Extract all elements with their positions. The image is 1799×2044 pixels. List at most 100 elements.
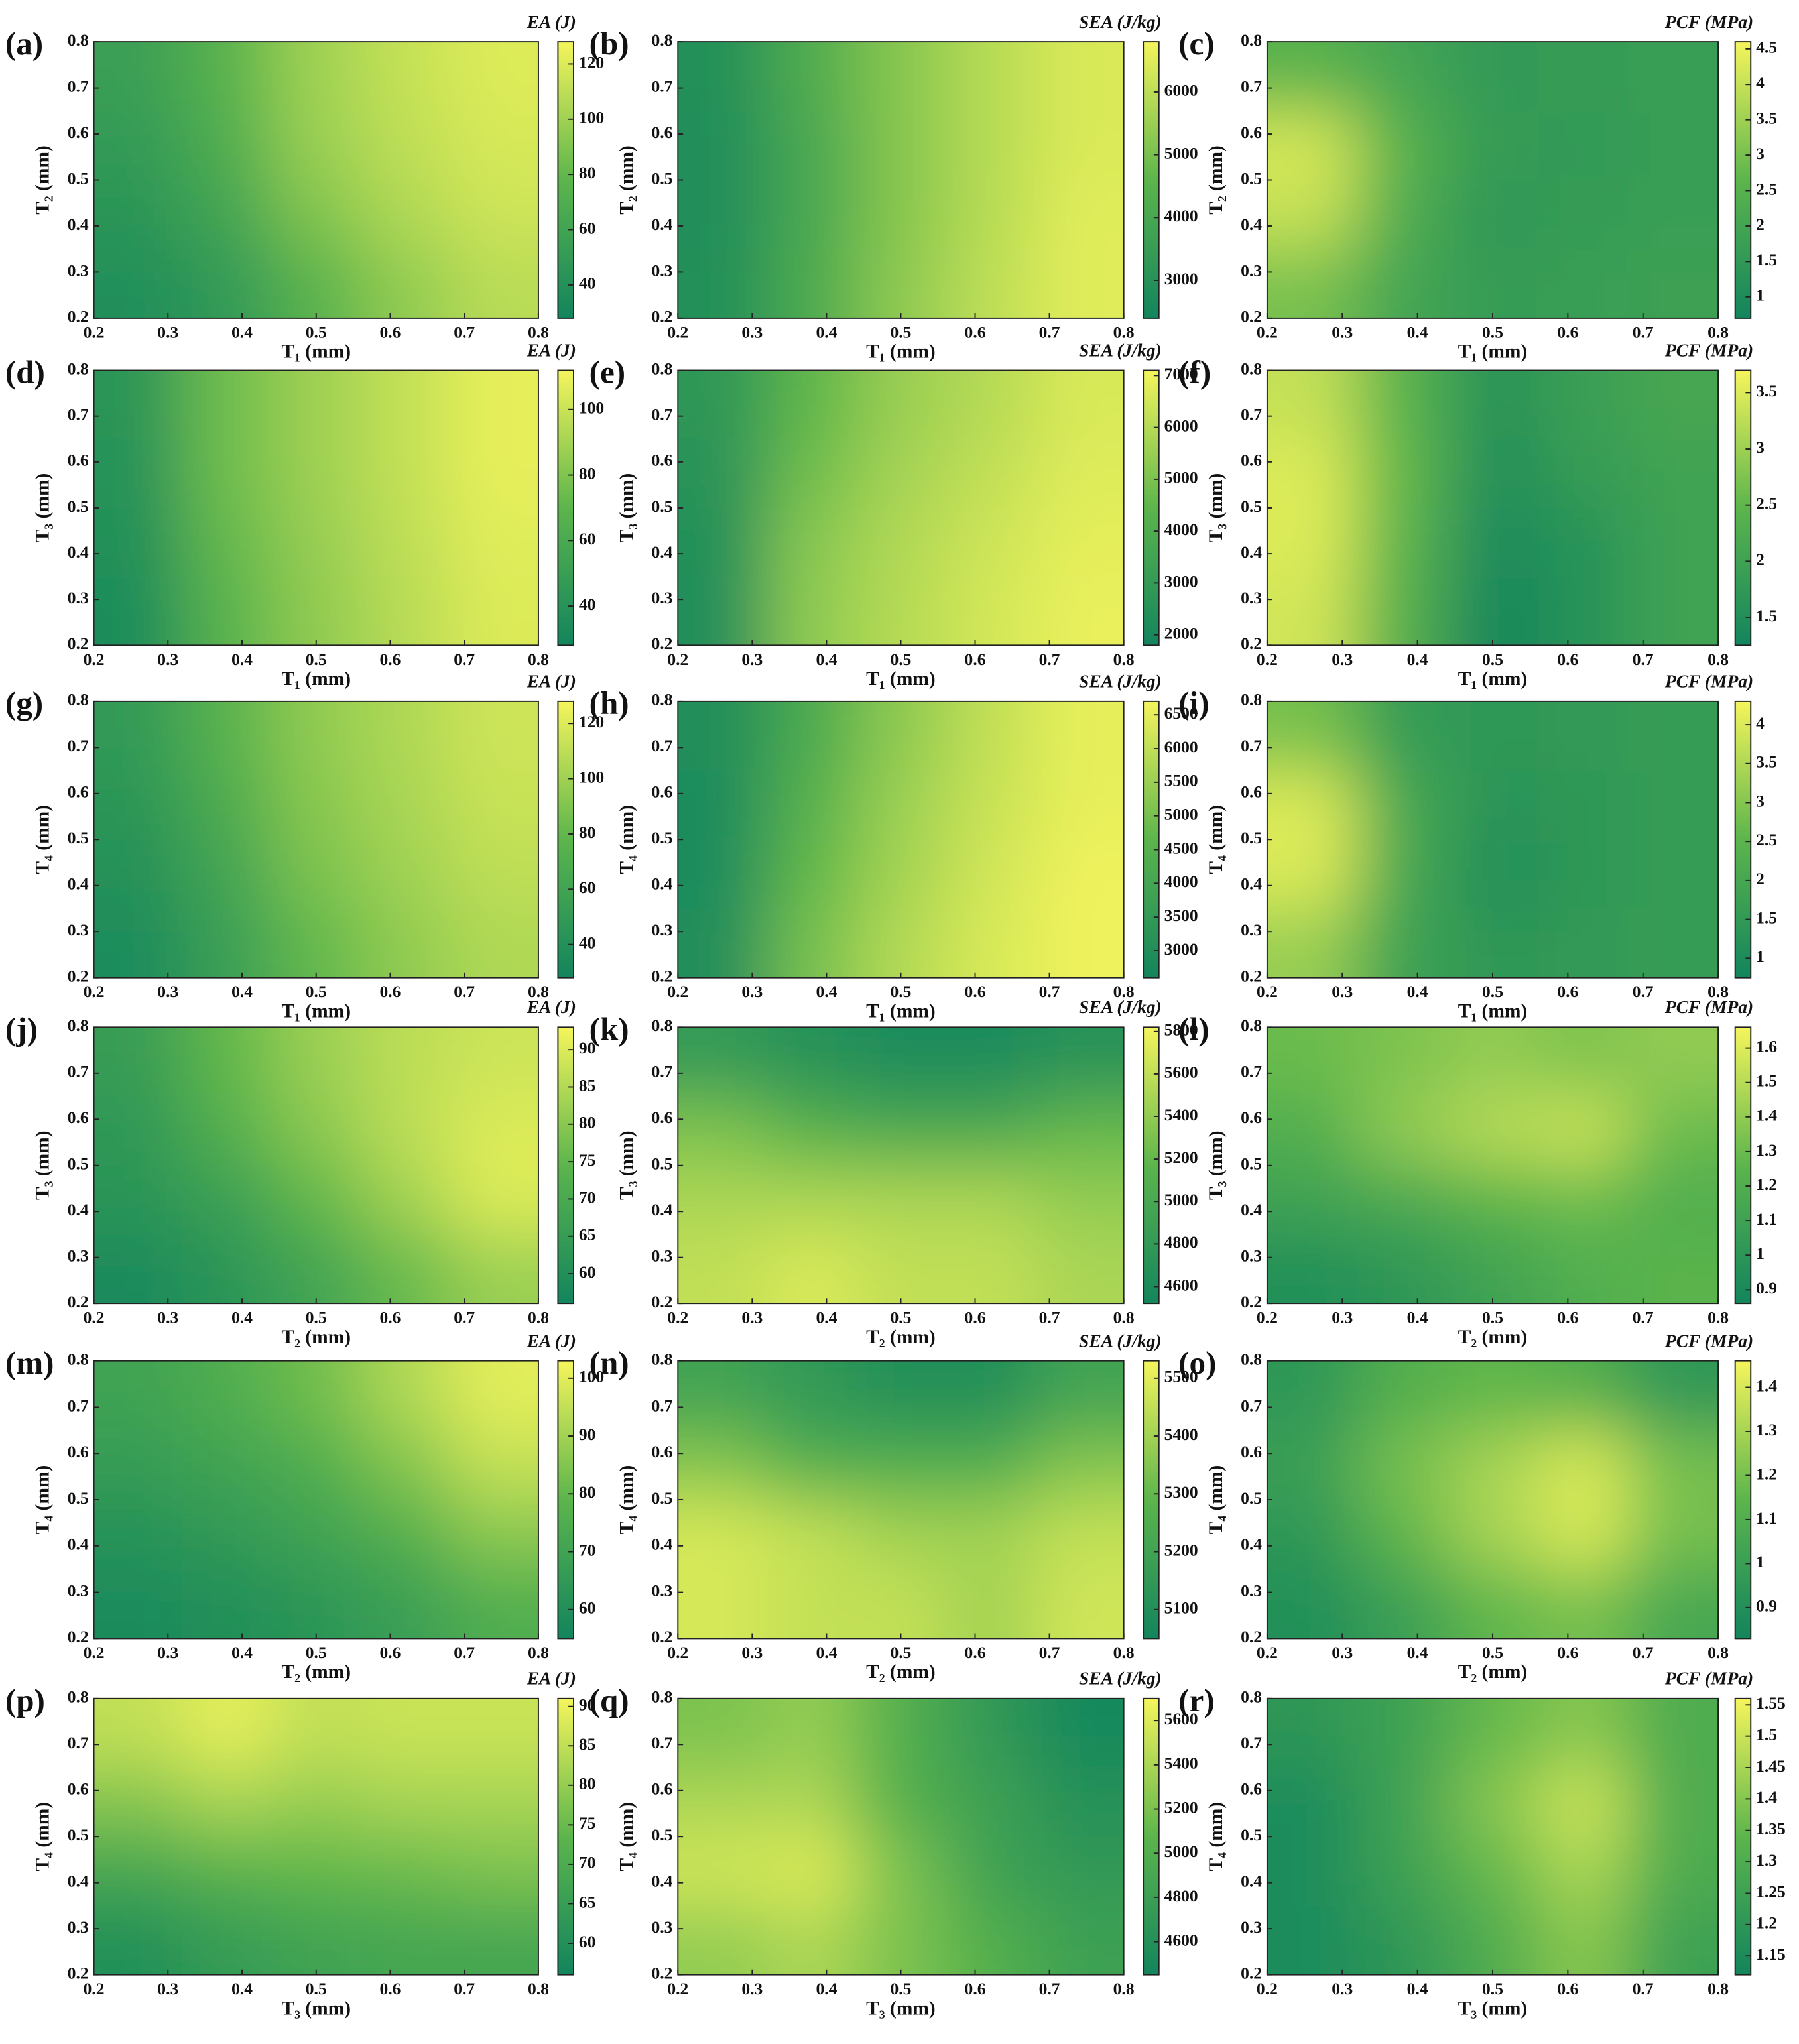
y-tick-label: 0.7 xyxy=(68,1733,89,1752)
x-axis-label: T₁ (mm) xyxy=(1458,341,1528,363)
x-tick-label: 0.7 xyxy=(1633,1643,1654,1662)
heat-cell xyxy=(1267,180,1358,250)
heat-cell xyxy=(767,1768,857,1838)
heat-cell xyxy=(1267,1430,1358,1501)
heat-cell xyxy=(945,439,1036,509)
heat-cell xyxy=(360,370,450,440)
heat-cell xyxy=(856,770,946,841)
colorbar-tick-label: 6000 xyxy=(1164,737,1198,756)
heat-cell xyxy=(1628,1500,1719,1570)
heatmap-cells xyxy=(93,42,538,318)
heat-cell xyxy=(1628,1836,1719,1907)
colorbar xyxy=(1734,369,1752,646)
heat-cell xyxy=(1267,576,1358,646)
heat-cell xyxy=(182,1569,273,1639)
colorbar-title: EA (J) xyxy=(527,671,576,691)
y-tick-label: 0.2 xyxy=(1241,634,1262,653)
x-tick-label: 0.6 xyxy=(380,1308,401,1327)
heat-cell xyxy=(678,507,768,577)
panel-label: (l) xyxy=(1178,1011,1209,1048)
heat-cell xyxy=(1628,507,1719,577)
heat-cell xyxy=(945,1430,1036,1501)
y-tick-label: 0.7 xyxy=(651,1062,672,1081)
heat-cell xyxy=(449,1165,538,1235)
heat-cell xyxy=(767,1698,857,1769)
colorbar-tick-label: 60 xyxy=(579,878,596,897)
x-axis-label: T₁ (mm) xyxy=(281,668,351,690)
y-tick-label: 0.4 xyxy=(68,1535,89,1554)
heat-cell xyxy=(1538,576,1629,646)
colorbar-title: EA (J) xyxy=(527,1330,576,1351)
colorbar-tick-label: 5200 xyxy=(1164,1148,1198,1167)
panel-label: (f) xyxy=(1178,354,1211,391)
panel-label: (c) xyxy=(1178,25,1215,62)
heat-cell xyxy=(182,180,273,250)
colorbar-tick-label: 1.4 xyxy=(1756,1787,1777,1807)
heat-cell xyxy=(93,370,184,440)
heat-cell xyxy=(945,370,1036,440)
heat-cell xyxy=(1034,1905,1124,1975)
panel: 0.2 0.3 0.4 0.5 0.6 0.7 0.8 0.2 0.3 0.4 0.5 0.6 0.7 0… xyxy=(5,1668,596,2019)
x-tick-label: 0.6 xyxy=(965,1308,986,1327)
x-tick-label: 0.4 xyxy=(816,1308,837,1327)
heat-cell xyxy=(678,1698,768,1769)
x-tick-label: 0.3 xyxy=(157,650,178,669)
colorbar xyxy=(557,1360,574,1640)
heat-cell xyxy=(449,1768,538,1838)
heat-cell xyxy=(1538,1165,1629,1235)
colorbar-tick-label: 1.5 xyxy=(1756,908,1777,927)
heat-cell xyxy=(1267,908,1358,978)
colorbar-tick-label: 5400 xyxy=(1164,1105,1198,1124)
colorbar-tick-label: 2000 xyxy=(1164,624,1198,643)
panel: 0.2 0.3 0.4 0.5 0.6 0.7 0.8 0.2 0.3 0.4 0.5 0.6 0.7 0… xyxy=(1178,996,1777,1348)
heat-cell xyxy=(1628,1165,1719,1235)
heatmap xyxy=(1267,42,1719,318)
heatmap xyxy=(1267,1698,1719,1975)
x-tick-label: 0.8 xyxy=(1113,650,1135,669)
heat-cell xyxy=(945,180,1036,250)
x-tick-label: 0.2 xyxy=(84,1308,105,1327)
x-axis-label: T₁ (mm) xyxy=(866,1001,936,1022)
panel: 0.2 0.3 0.4 0.5 0.6 0.7 0.8 0.2 0.3 0.4 0.5 0.6 0.7 0… xyxy=(5,339,604,690)
y-tick-label: 0.7 xyxy=(68,1062,89,1081)
y-tick-label: 0.3 xyxy=(1241,588,1262,607)
x-tick-label: 0.5 xyxy=(1482,650,1503,669)
heat-cell xyxy=(1628,1768,1719,1838)
x-tick-label: 0.4 xyxy=(816,982,837,1001)
heat-cell xyxy=(1357,1027,1448,1097)
x-tick-label: 0.5 xyxy=(306,1643,327,1662)
y-tick-label: 0.3 xyxy=(1241,261,1262,280)
heat-cell xyxy=(1034,770,1124,841)
y-tick-label: 0.8 xyxy=(651,690,672,709)
x-tick-label: 0.6 xyxy=(965,1643,986,1662)
y-tick-label: 0.5 xyxy=(651,828,672,847)
y-tick-label: 0.4 xyxy=(1241,1200,1262,1219)
y-tick-label: 0.6 xyxy=(651,1108,672,1127)
heat-cell xyxy=(678,1905,768,1975)
colorbar-tick-label: 3.5 xyxy=(1756,381,1777,400)
heat-cell xyxy=(449,908,538,978)
y-tick-label: 0.8 xyxy=(651,30,672,50)
y-tick-label: 0.2 xyxy=(651,307,672,326)
x-tick-label: 0.7 xyxy=(454,1643,475,1662)
y-tick-label: 0.3 xyxy=(1241,920,1262,939)
heat-cell xyxy=(1538,1698,1629,1769)
heatmap xyxy=(1267,370,1719,646)
heat-cell xyxy=(360,1027,450,1097)
heat-cell xyxy=(1267,370,1358,440)
heat-cell xyxy=(678,1430,768,1501)
y-axis-label: T₃ (mm) xyxy=(616,473,637,543)
x-tick-label: 0.6 xyxy=(965,982,986,1001)
x-tick-label: 0.2 xyxy=(84,1643,105,1662)
heat-cell xyxy=(1447,908,1539,978)
x-tick-label: 0.6 xyxy=(380,1643,401,1662)
heat-cell xyxy=(1628,1905,1719,1975)
heat-cell xyxy=(1447,1500,1539,1570)
panel: 0.2 0.3 0.4 0.5 0.6 0.7 0.8 0.2 0.3 0.4 0.5 0.6 0.7 0… xyxy=(589,1668,1198,2019)
heat-cell xyxy=(449,1905,538,1975)
heat-cell xyxy=(1447,839,1539,910)
heat-cell xyxy=(93,1698,184,1769)
y-tick-label: 0.3 xyxy=(68,1917,89,1937)
x-tick-label: 0.7 xyxy=(1039,1308,1060,1327)
x-tick-label: 0.2 xyxy=(667,322,688,341)
